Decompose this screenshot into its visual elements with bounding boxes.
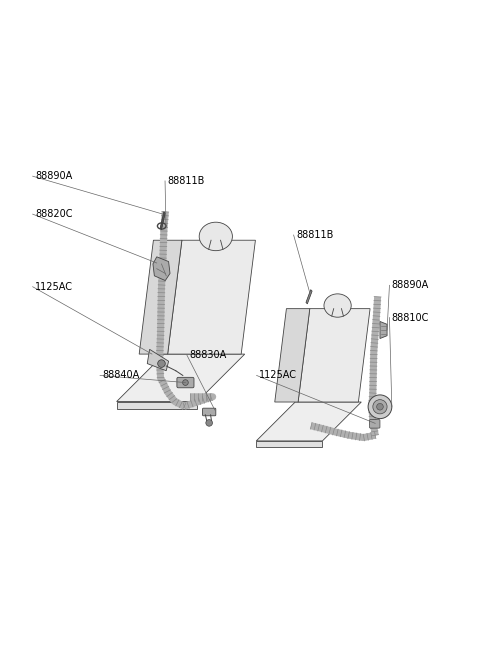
Circle shape [206,420,213,426]
Text: 88890A: 88890A [392,280,429,291]
Ellipse shape [199,222,232,251]
Text: 88811B: 88811B [168,176,205,186]
Text: 88820C: 88820C [35,209,72,219]
Circle shape [182,380,188,386]
Polygon shape [117,401,197,409]
Text: 1125AC: 1125AC [259,371,297,380]
Polygon shape [306,290,312,304]
Polygon shape [275,308,310,402]
Text: 88830A: 88830A [189,350,227,360]
Text: 88811B: 88811B [296,230,333,240]
Ellipse shape [324,294,351,318]
Text: 88840A: 88840A [102,371,140,380]
Circle shape [368,395,392,419]
FancyBboxPatch shape [370,420,380,428]
FancyBboxPatch shape [203,408,216,416]
Polygon shape [160,212,165,230]
Polygon shape [168,240,255,354]
Polygon shape [139,240,182,354]
FancyBboxPatch shape [177,377,194,388]
Polygon shape [380,321,387,338]
Polygon shape [298,308,370,402]
Text: 88890A: 88890A [35,171,72,181]
Text: 1125AC: 1125AC [35,281,73,292]
Polygon shape [256,402,361,441]
Circle shape [377,403,384,410]
Polygon shape [256,441,323,447]
Circle shape [373,400,387,414]
Circle shape [158,359,165,367]
Polygon shape [117,354,245,401]
Text: 88810C: 88810C [392,312,429,323]
Polygon shape [147,350,168,371]
Polygon shape [153,257,170,281]
